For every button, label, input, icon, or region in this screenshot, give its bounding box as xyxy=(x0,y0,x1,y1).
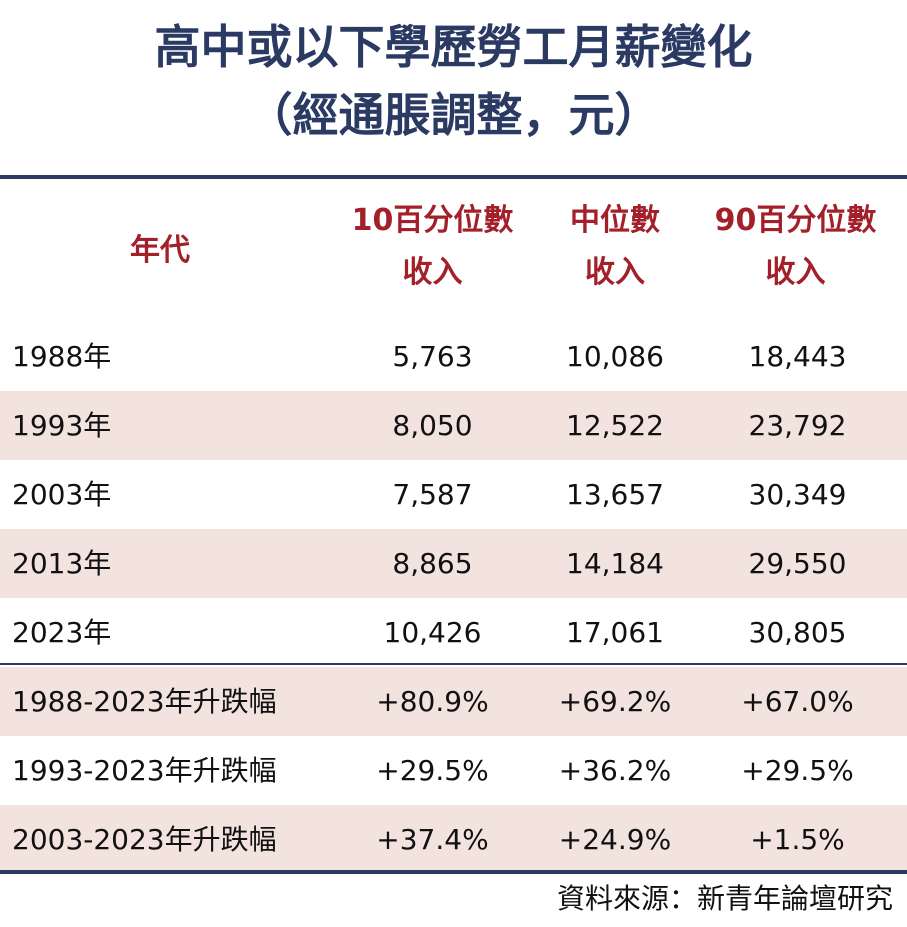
cell-period: 1993-2023年升跌幅 xyxy=(12,754,277,787)
table-row: 2013年 8,865 14,184 29,550 xyxy=(0,529,907,598)
cell-median: 12,522 xyxy=(566,409,664,442)
cell-median: 17,061 xyxy=(566,616,664,649)
table-row: 1993年 8,050 12,522 23,792 xyxy=(0,391,907,460)
table-row: 2023年 10,426 17,061 30,805 xyxy=(0,598,907,667)
cell-p10: +29.5% xyxy=(376,754,489,787)
cell-period: 1993年 xyxy=(12,409,112,442)
header-p10-line2: 收入 xyxy=(402,255,463,290)
cell-p90: +1.5% xyxy=(750,823,845,856)
cell-period: 2013年 xyxy=(12,547,112,580)
cell-median: +36.2% xyxy=(558,754,672,787)
source-note: 資料來源：新青年論壇研究 xyxy=(556,882,893,915)
table-row: 1988-2023年升跌幅 +80.9% +69.2% +67.0% xyxy=(0,667,907,736)
table-row: 1988年 5,763 10,086 18,443 xyxy=(0,322,907,391)
cell-period: 1988-2023年升跌幅 xyxy=(12,685,277,718)
cell-median: 10,086 xyxy=(566,340,664,373)
cell-p10: 8,050 xyxy=(392,409,473,442)
top-rule xyxy=(0,175,907,179)
cell-p10: 7,587 xyxy=(392,478,473,511)
cell-p10: +80.9% xyxy=(376,685,489,718)
table-row: 2003年 7,587 13,657 30,349 xyxy=(0,460,907,529)
cell-p90: +29.5% xyxy=(741,754,854,787)
bottom-rule xyxy=(0,870,907,874)
cell-p90: 30,805 xyxy=(748,616,847,649)
header-median-line2: 收入 xyxy=(585,255,645,290)
cell-period: 2003-2023年升跌幅 xyxy=(12,823,277,856)
cell-p10: 5,763 xyxy=(392,340,473,373)
cell-period: 2003年 xyxy=(12,478,112,511)
header-p10-line1: 10百分位數 xyxy=(351,203,514,238)
table-row: 2003-2023年升跌幅 +37.4% +24.9% +1.5% xyxy=(0,805,907,874)
cell-median: 14,184 xyxy=(566,547,664,580)
cell-period: 2023年 xyxy=(12,616,112,649)
cell-p10: +37.4% xyxy=(376,823,489,856)
section-rule xyxy=(0,663,907,665)
cell-median: 13,657 xyxy=(566,478,664,511)
cell-median: +69.2% xyxy=(558,685,672,718)
cell-p90: 18,443 xyxy=(748,340,847,373)
cell-p90: +67.0% xyxy=(741,685,854,718)
header-median-line1: 中位數 xyxy=(570,203,660,238)
header-p90-line2: 收入 xyxy=(765,255,826,290)
cell-p90: 23,792 xyxy=(748,409,847,442)
header-p90-line1: 90百分位數 xyxy=(714,203,877,238)
cell-median: +24.9% xyxy=(558,823,672,856)
table-row: 1993-2023年升跌幅 +29.5% +36.2% +29.5% xyxy=(0,736,907,805)
header-year: 年代 xyxy=(130,233,190,268)
chart-title: 高中或以下學歷勞工月薪變化 xyxy=(154,20,753,74)
cell-period: 1988年 xyxy=(12,340,112,373)
cell-p90: 30,349 xyxy=(748,478,847,511)
cell-p10: 10,426 xyxy=(383,616,482,649)
cell-p10: 8,865 xyxy=(392,547,473,580)
cell-p90: 29,550 xyxy=(748,547,847,580)
chart-subtitle: （經通脹調整，元） xyxy=(246,88,661,142)
